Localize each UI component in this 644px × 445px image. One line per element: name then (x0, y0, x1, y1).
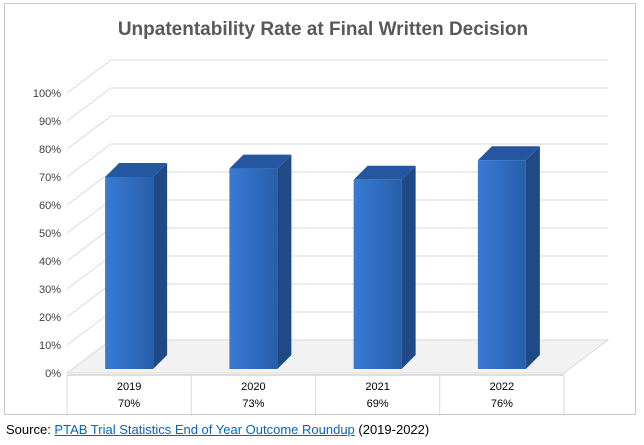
y-tick-label: 20% (39, 312, 61, 324)
y-tick-label: 80% (39, 144, 61, 156)
chart-canvas: Unpatentability Rate at Final Written De… (33, 19, 610, 416)
gridline-depth (66, 311, 112, 346)
source-prefix: Source: (6, 422, 55, 437)
gridline-depth (66, 199, 112, 234)
bar-top (105, 163, 168, 177)
chart-title: Unpatentability Rate at Final Written De… (118, 19, 528, 40)
gridline-depth (66, 283, 112, 318)
bar-side (153, 163, 168, 369)
y-tick-label: 40% (39, 256, 61, 268)
gridline-depth (66, 171, 112, 206)
gridline-depth (66, 115, 112, 150)
data-label: 73% (242, 398, 264, 410)
bar (105, 177, 154, 369)
bar-side (401, 165, 416, 369)
bar-side (525, 146, 540, 369)
bar-top (353, 165, 416, 180)
bar-top (477, 146, 540, 161)
gridline-depth (66, 143, 112, 178)
y-tick-label: 30% (39, 284, 61, 296)
bar (353, 179, 402, 369)
gridline-depth (66, 87, 112, 122)
y-tick-label: 100% (33, 88, 61, 100)
x-tick-label: 2019 (117, 381, 141, 393)
gridline-depth (66, 59, 112, 94)
gridline-depth (66, 227, 112, 262)
bar-top (229, 154, 292, 169)
y-tick-label: 70% (39, 172, 61, 184)
bar-side (277, 154, 292, 369)
chart-floor (65, 339, 610, 374)
y-tick-label: 90% (39, 116, 61, 128)
data-label: 69% (367, 398, 389, 410)
data-label: 70% (118, 398, 140, 410)
bar (229, 168, 278, 369)
source-suffix: (2019-2022) (354, 422, 430, 437)
source-link[interactable]: PTAB Trial Statistics End of Year Outcom… (54, 422, 355, 437)
chart-frame: Unpatentability Rate at Final Written De… (4, 3, 636, 416)
data-label: 76% (491, 398, 513, 410)
x-tick-label: 2022 (490, 381, 514, 393)
x-tick-label: 2021 (365, 381, 389, 393)
y-tick-label: 60% (39, 200, 61, 212)
bar (477, 160, 526, 369)
source-line: Source: PTAB Trial Statistics End of Yea… (6, 422, 429, 437)
gridline-depth (66, 255, 112, 290)
y-tick-label: 50% (39, 228, 61, 240)
x-tick-label: 2020 (241, 381, 265, 393)
y-tick-label: 0% (45, 368, 61, 380)
y-tick-label: 10% (39, 340, 61, 352)
plot-area: 0% 10% 20% 30% 40% 50% 60% 70% 80% 90% 100% 2019 70%… (33, 59, 610, 416)
